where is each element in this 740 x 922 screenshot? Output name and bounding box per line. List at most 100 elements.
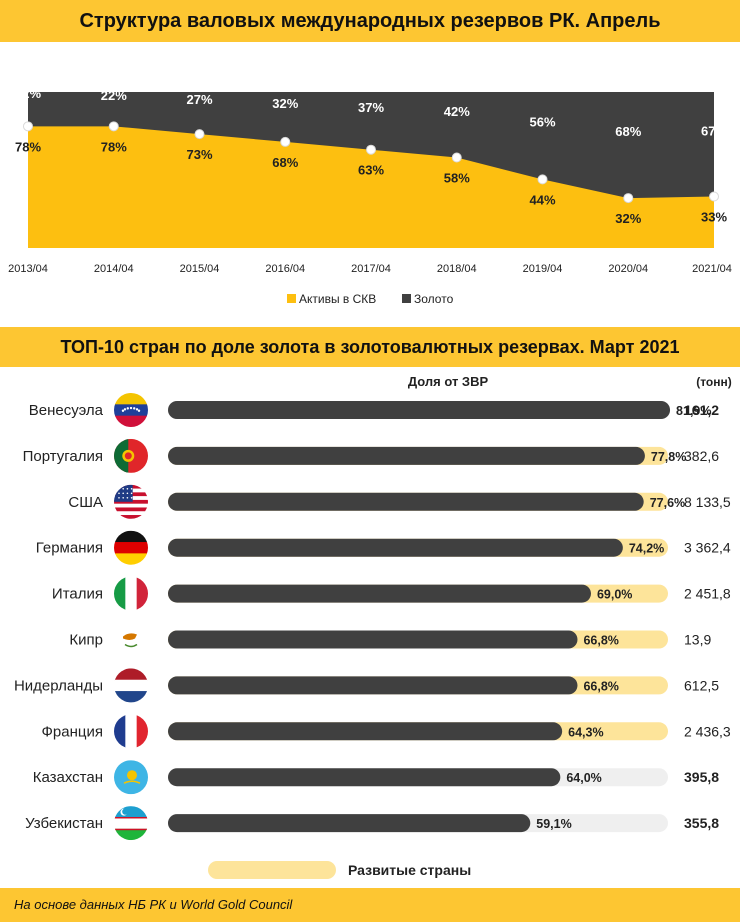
area-chart-title: Структура валовых международных резервов… [0, 0, 740, 42]
x-tick-label: 2020/04 [608, 263, 648, 275]
legend-label-developed: Развитые страны [348, 862, 471, 878]
france-flag-icon [114, 714, 148, 749]
data-point [280, 136, 291, 147]
italy-flag-icon [114, 576, 148, 611]
tonnes-value: 13,9 [684, 632, 711, 648]
cyprus-flag-icon [114, 622, 148, 657]
country-label: Италия [52, 586, 103, 603]
tonnes-value: 612,5 [684, 677, 719, 693]
share-bar [168, 630, 578, 649]
fx-assets-area [28, 126, 714, 248]
data-point [366, 144, 376, 155]
data-point [23, 121, 33, 132]
data-point [451, 152, 462, 163]
reserves-area-chart: 78% 22% 2013/04 78% 22% 2014/04 73% 27% 2015/04 6… [8, 86, 732, 306]
gold-share-label: 37% [358, 100, 384, 115]
tonnes-value: 3 362,4 [684, 540, 731, 556]
portugal-flag-icon [114, 438, 148, 473]
fx-share-label: 63% [358, 163, 384, 178]
share-value-label: 74,2% [629, 542, 664, 556]
data-point [623, 193, 634, 204]
legend-label-gold: Золото [414, 292, 454, 306]
fx-share-label: 58% [444, 171, 470, 186]
tonnes-value: 395,8 [684, 769, 719, 785]
tonnes-header: (тонн) [696, 375, 732, 389]
data-point [709, 191, 719, 202]
gold-share-label: 22% [15, 86, 41, 101]
netherlands-flag-icon [114, 668, 148, 703]
source-note: На основе данных НБ РК и World Gold Coun… [0, 888, 740, 922]
x-tick-label: 2014/04 [94, 263, 134, 275]
share-value-label: 64,3% [568, 725, 603, 739]
country-label: Португалия [23, 448, 103, 465]
legend-swatch-developed [208, 861, 336, 879]
gold-share-bar-chart: Доля от ЗВР (тонн) Венесуэла 81,9%161,2 Порт… [14, 374, 732, 879]
fx-share-label: 68% [272, 155, 298, 170]
gold-share-label: 42% [444, 104, 470, 119]
country-label: Кипр [69, 632, 103, 649]
share-value-label: 69,0% [597, 588, 632, 602]
germany-flag-icon [114, 530, 148, 565]
x-tick-label: 2019/04 [523, 263, 563, 275]
tonnes-value: 355,8 [684, 815, 719, 831]
x-tick-label: 2018/04 [437, 263, 477, 275]
gold-share-label: 68% [615, 124, 641, 139]
share-bar [168, 584, 591, 603]
data-point [194, 129, 205, 140]
fx-share-label: 78% [15, 139, 41, 154]
legend-label-fx: Активы в СКВ [299, 292, 376, 306]
tonnes-value: 2 436,3 [684, 723, 731, 739]
gold-share-label: 27% [186, 92, 212, 107]
country-label: Германия [36, 540, 103, 557]
country-label: Нидерланды [14, 677, 103, 694]
country-label: Франция [42, 723, 103, 740]
x-tick-label: 2015/04 [180, 263, 220, 275]
fx-share-label: 32% [615, 211, 641, 226]
legend-swatch-gold [402, 294, 411, 303]
fx-share-label: 33% [701, 210, 727, 225]
tonnes-value: 161,2 [684, 402, 719, 418]
share-bar [168, 722, 563, 741]
fx-share-label: 44% [529, 192, 555, 207]
x-tick-label: 2013/04 [8, 263, 48, 275]
tonnes-value: 2 451,8 [684, 586, 731, 602]
fx-share-label: 78% [101, 139, 127, 154]
x-tick-label: 2016/04 [265, 263, 305, 275]
gold-share-label: 56% [529, 115, 555, 130]
column-header: Доля от ЗВР [408, 374, 489, 389]
legend-swatch-fx [287, 294, 296, 303]
country-label: Казахстан [33, 769, 103, 786]
x-tick-label: 2017/04 [351, 263, 391, 275]
tonnes-value: 382,6 [684, 448, 719, 464]
venezuela-flag-icon [114, 393, 148, 427]
share-value-label: 66,8% [583, 634, 618, 648]
share-bar [168, 676, 578, 695]
share-bar [168, 401, 671, 419]
kazakhstan-flag-icon [114, 760, 148, 795]
data-point [108, 121, 119, 132]
usa-flag-icon [114, 484, 148, 519]
share-value-label: 81,9% [676, 404, 711, 418]
share-bar [168, 814, 531, 833]
tonnes-value: 8 133,5 [684, 494, 731, 510]
share-value-label: 77,6% [650, 496, 685, 510]
share-bar [168, 538, 623, 557]
share-value-label: 77,8% [651, 450, 686, 464]
fx-share-label: 73% [186, 147, 212, 162]
share-bar [168, 446, 645, 465]
gold-share-label: 32% [272, 96, 298, 111]
share-value-label: 59,1% [536, 817, 571, 831]
uzbekistan-flag-icon [114, 806, 148, 841]
share-bar [168, 768, 561, 787]
share-value-label: 64,0% [566, 771, 601, 785]
gold-share-label: 67% [701, 123, 727, 138]
country-label: Венесуэла [29, 402, 104, 419]
gold-share-label: 22% [101, 88, 127, 103]
share-value-label: 66,8% [583, 679, 618, 693]
share-bar [168, 492, 644, 511]
country-label: Узбекистан [25, 815, 103, 832]
data-point [537, 174, 548, 185]
bar-chart-title: ТОП-10 стран по доле золота в золотовалю… [0, 327, 740, 367]
x-tick-label: 2021/04 [692, 263, 732, 275]
country-label: США [68, 494, 103, 511]
